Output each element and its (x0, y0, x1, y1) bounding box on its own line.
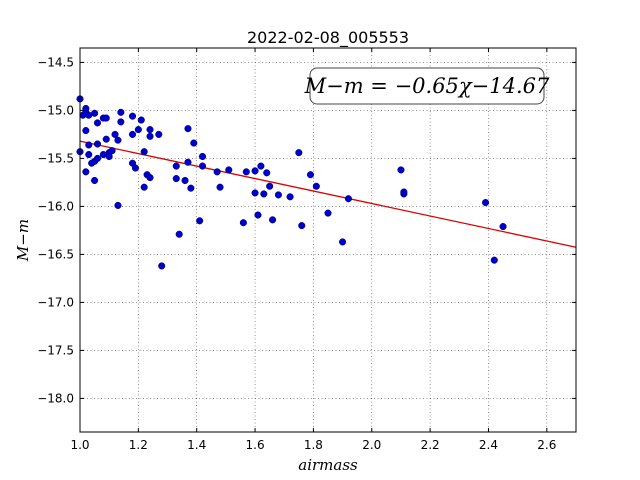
y-axis: −14.5 −15.0 −15.5 −16.0 −16.5 −17.0 −17.5 −18.0 (37, 55, 576, 405)
y-tick-label: −15.0 (37, 103, 74, 117)
data-point (344, 195, 352, 203)
data-point (239, 219, 247, 227)
data-point (490, 256, 498, 264)
data-point (114, 201, 122, 209)
data-point (114, 136, 122, 144)
chart-title: 2022-02-08_005553 (247, 28, 409, 48)
data-point (213, 168, 221, 176)
data-point (172, 175, 180, 183)
data-point (93, 140, 102, 148)
data-point (187, 184, 195, 192)
data-point (137, 116, 145, 124)
data-point (102, 114, 110, 122)
x-axis-label: airmass (298, 456, 358, 474)
x-tick-label: 1.8 (304, 438, 323, 452)
data-point (324, 209, 332, 217)
y-tick-label: −17.5 (37, 343, 74, 357)
data-point (146, 174, 154, 182)
data-point (108, 147, 116, 155)
data-point (155, 130, 163, 138)
data-point (254, 211, 262, 219)
data-point (198, 152, 207, 161)
data-point (146, 132, 154, 140)
data-point (172, 162, 180, 170)
data-point (260, 190, 268, 198)
data-point (251, 189, 259, 197)
data-point (128, 130, 137, 138)
fit-line (79, 140, 577, 248)
data-point (181, 176, 189, 185)
fit-line-group (79, 140, 577, 248)
data-point (105, 152, 113, 161)
data-point (102, 135, 110, 143)
x-tick-label: 2.4 (479, 438, 498, 452)
data-point (93, 119, 102, 127)
data-point (242, 168, 250, 176)
data-point (91, 176, 99, 185)
data-point (93, 154, 102, 162)
plot-frame (79, 47, 577, 433)
data-point (400, 188, 408, 196)
data-point (298, 222, 306, 230)
y-tick-label: −15.5 (37, 151, 74, 165)
data-point (216, 183, 224, 191)
data-point (146, 126, 154, 134)
x-tick-label: 2.2 (421, 438, 440, 452)
x-tick-label: 2.6 (537, 438, 556, 452)
data-point (175, 230, 183, 238)
x-tick-label: 1.4 (187, 438, 206, 452)
data-point (158, 262, 166, 270)
data-point (134, 126, 142, 134)
y-tick-label: −16.5 (37, 247, 74, 261)
data-point (196, 217, 204, 225)
y-axis-label: M−m (14, 219, 32, 262)
data-point (269, 216, 277, 224)
data-point (117, 108, 125, 116)
data-point (131, 164, 139, 172)
data-point (190, 139, 198, 147)
data-point (295, 149, 303, 157)
annotation-box: M−m = −0.65χ−14.67 (304, 67, 550, 105)
x-axis: 1.0 1.2 1.4 1.6 1.8 2.0 2.2 2.4 2.6 (70, 48, 556, 452)
data-point (140, 148, 148, 156)
data-point (397, 166, 405, 174)
data-point (91, 109, 99, 117)
y-tick-label: −17.0 (37, 295, 74, 309)
data-point (306, 171, 315, 179)
data-point (184, 158, 192, 166)
data-point (263, 169, 271, 177)
data-point (198, 162, 207, 170)
fit-equation: M−m = −0.65χ−14.67 (304, 74, 550, 98)
x-tick-label: 1.2 (129, 438, 148, 452)
data-point (339, 238, 347, 246)
data-point (312, 182, 320, 190)
data-point (117, 118, 125, 126)
data-point (85, 151, 93, 159)
data-point (82, 168, 90, 176)
data-point (266, 182, 274, 190)
y-tick-label: −16.0 (37, 199, 74, 213)
data-point (128, 112, 137, 120)
data-point (82, 127, 90, 135)
x-tick-label: 2.0 (362, 438, 381, 452)
data-point (184, 125, 192, 133)
x-tick-label: 1.0 (70, 438, 89, 452)
data-point (482, 199, 490, 207)
data-point (257, 162, 265, 170)
data-point (274, 191, 282, 199)
data-point (111, 130, 119, 138)
data-point (251, 167, 259, 175)
data-point (140, 183, 148, 191)
y-tick-label: −14.5 (37, 55, 74, 69)
data-point (225, 166, 233, 174)
x-tick-label: 1.6 (246, 438, 265, 452)
data-points (76, 95, 507, 270)
data-point (85, 141, 93, 149)
y-tick-label: −18.0 (37, 391, 74, 405)
data-point (499, 223, 507, 231)
data-point (286, 193, 294, 201)
data-point (82, 104, 90, 113)
